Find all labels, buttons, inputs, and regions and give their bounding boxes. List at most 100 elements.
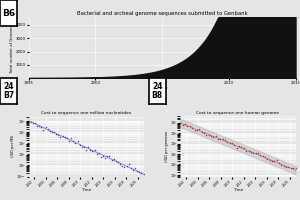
Title: Cost to sequence one human genome: Cost to sequence one human genome [196, 111, 280, 115]
Point [34, 124, 39, 127]
Point [251, 151, 256, 155]
Point [62, 136, 67, 139]
Point [77, 143, 82, 146]
Point [43, 126, 48, 129]
Point [213, 134, 218, 138]
Point [270, 159, 274, 163]
Point [286, 165, 291, 168]
Point [135, 169, 140, 172]
Point [41, 128, 46, 131]
Point [225, 141, 230, 144]
Point [111, 158, 116, 161]
Point [122, 166, 127, 169]
Point [293, 166, 298, 169]
Point [220, 137, 225, 140]
Point [101, 155, 106, 158]
Point [197, 127, 202, 131]
Point [258, 153, 263, 157]
Point [90, 150, 95, 153]
Point [107, 155, 112, 158]
X-axis label: Time: Time [233, 188, 243, 192]
Point [188, 124, 192, 127]
Point [64, 137, 69, 140]
Y-axis label: Total number of Genomes: Total number of Genomes [10, 22, 14, 73]
Point [265, 157, 270, 160]
Point [47, 130, 52, 133]
Point [202, 132, 206, 135]
Point [262, 155, 267, 159]
Point [277, 161, 281, 164]
Text: 24
B7: 24 B7 [3, 82, 14, 100]
Point [199, 130, 204, 133]
Point [242, 147, 246, 150]
Point [71, 140, 76, 143]
Point [190, 126, 195, 130]
Point [67, 140, 71, 143]
Point [230, 142, 235, 145]
Point [239, 145, 244, 149]
Point [109, 158, 114, 161]
Point [50, 130, 54, 133]
Point [120, 165, 125, 168]
Point [58, 136, 63, 139]
Point [26, 117, 31, 120]
Y-axis label: USD per genome: USD per genome [165, 131, 169, 162]
Y-axis label: USD per MB: USD per MB [11, 136, 15, 157]
Point [92, 148, 97, 152]
Point [216, 137, 220, 140]
Point [141, 173, 146, 176]
Point [206, 134, 211, 137]
Point [272, 160, 277, 163]
X-axis label: Time: Time [81, 188, 91, 192]
Point [194, 128, 199, 131]
Point [105, 154, 110, 157]
Point [237, 145, 242, 148]
Point [253, 151, 258, 154]
Title: Cost to sequence one million nucleotides: Cost to sequence one million nucleotides [41, 111, 131, 115]
Point [128, 166, 133, 169]
Point [118, 163, 122, 166]
Point [56, 133, 61, 136]
Point [178, 122, 183, 125]
Point [126, 163, 131, 166]
Point [30, 121, 35, 124]
Text: 24
B8: 24 B8 [152, 82, 163, 100]
Point [218, 138, 223, 141]
Point [88, 148, 93, 151]
Point [96, 151, 101, 154]
Point [54, 132, 58, 136]
Point [37, 124, 42, 127]
Point [260, 154, 265, 158]
Point [279, 163, 284, 166]
X-axis label: Time: Time [157, 86, 167, 90]
Point [45, 127, 50, 131]
Point [86, 146, 91, 149]
Point [60, 134, 65, 137]
Point [73, 141, 78, 145]
Point [113, 160, 118, 163]
Point [80, 146, 84, 149]
Point [274, 159, 279, 162]
Point [116, 160, 120, 163]
Point [248, 151, 253, 154]
Point [69, 137, 74, 140]
Point [244, 149, 249, 152]
Point [103, 156, 108, 159]
Point [133, 166, 137, 169]
Point [52, 130, 56, 134]
Point [82, 145, 86, 149]
Point [99, 155, 103, 158]
Point [94, 153, 99, 156]
Point [139, 171, 144, 174]
Point [39, 125, 44, 128]
Point [267, 158, 272, 161]
Point [291, 166, 296, 169]
Point [208, 134, 213, 137]
Point [234, 146, 239, 149]
Point [246, 149, 251, 153]
Point [211, 136, 216, 139]
Point [288, 166, 293, 169]
Point [130, 168, 135, 171]
Point [180, 124, 185, 127]
Point [28, 121, 33, 124]
